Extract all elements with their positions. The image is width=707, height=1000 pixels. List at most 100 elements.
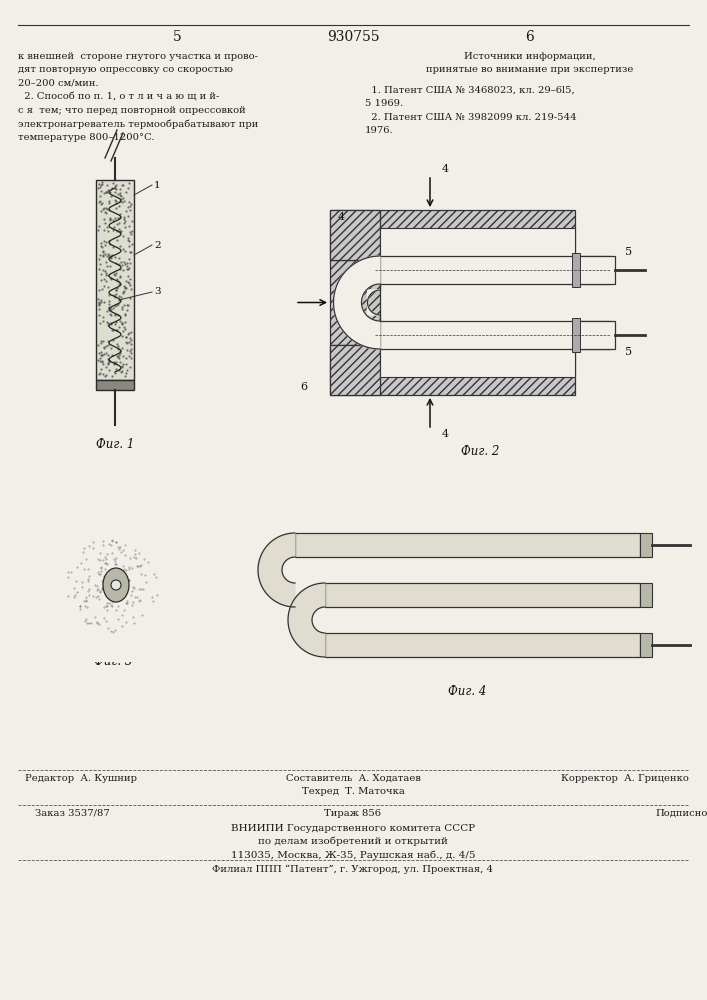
Point xyxy=(100,234,111,250)
Point xyxy=(122,261,133,277)
Text: 5: 5 xyxy=(173,30,182,44)
Point xyxy=(120,184,132,200)
Point xyxy=(114,313,125,329)
Point xyxy=(117,177,129,193)
Text: 1976.: 1976. xyxy=(365,126,394,135)
Bar xyxy=(640,583,652,607)
Point xyxy=(105,315,117,331)
Point xyxy=(93,291,104,307)
Point xyxy=(96,347,107,363)
Point xyxy=(101,219,112,235)
Point xyxy=(125,324,136,340)
Point xyxy=(99,204,110,220)
Point xyxy=(114,187,125,203)
Polygon shape xyxy=(258,533,295,607)
Point xyxy=(112,273,123,289)
Point xyxy=(95,203,107,219)
Point xyxy=(107,322,118,338)
Point xyxy=(109,307,120,323)
Point xyxy=(110,314,121,330)
Point xyxy=(116,358,127,374)
Point xyxy=(123,325,134,341)
Text: Фиг. 3: Фиг. 3 xyxy=(94,655,132,668)
Point xyxy=(123,348,134,364)
Point xyxy=(98,248,109,264)
Point xyxy=(103,287,115,303)
Point xyxy=(105,184,116,200)
Point xyxy=(114,268,125,284)
Point xyxy=(121,350,132,366)
Point xyxy=(113,186,124,202)
Point xyxy=(98,333,109,349)
Point xyxy=(98,340,110,356)
Point xyxy=(101,248,112,264)
Bar xyxy=(380,345,575,377)
Point xyxy=(110,177,122,193)
Point xyxy=(95,361,107,377)
Point xyxy=(108,287,119,303)
Point xyxy=(102,184,113,200)
Point xyxy=(119,219,130,235)
Point xyxy=(118,278,129,294)
Text: Фиг. 1: Фиг. 1 xyxy=(96,438,134,451)
Point xyxy=(95,292,107,308)
Point xyxy=(103,293,115,309)
Point xyxy=(117,359,128,375)
Point xyxy=(110,298,121,314)
Point xyxy=(113,250,124,266)
Point xyxy=(115,345,126,361)
Point xyxy=(103,347,114,363)
Point xyxy=(123,260,134,276)
Point xyxy=(113,256,124,272)
Point xyxy=(120,334,132,350)
Point xyxy=(99,200,110,216)
Point xyxy=(95,196,106,212)
Text: Подписное: Подписное xyxy=(655,809,707,818)
Text: 2. Способ по п. 1, о т л и ч а ю щ и й-: 2. Способ по п. 1, о т л и ч а ю щ и й- xyxy=(18,93,219,102)
Point xyxy=(119,368,131,384)
Bar xyxy=(330,210,575,260)
Text: Составитель  А. Ходатаев: Составитель А. Ходатаев xyxy=(286,774,421,783)
Point xyxy=(106,188,117,204)
Point xyxy=(122,255,133,271)
Point xyxy=(104,249,115,265)
Point xyxy=(107,222,118,238)
Bar xyxy=(575,256,615,284)
Point xyxy=(105,271,117,287)
Point xyxy=(105,301,116,317)
Point xyxy=(109,184,120,200)
Point xyxy=(126,345,137,361)
Point xyxy=(110,361,122,377)
Point xyxy=(121,280,132,296)
Point xyxy=(110,195,122,211)
Point xyxy=(98,294,110,310)
Point xyxy=(117,241,129,257)
Point xyxy=(95,235,107,251)
Point xyxy=(97,366,108,382)
Text: 1: 1 xyxy=(154,180,160,190)
Point xyxy=(102,267,113,283)
Point xyxy=(94,179,105,195)
Text: Корректор  А. Гриценко: Корректор А. Гриценко xyxy=(561,774,689,783)
Point xyxy=(111,255,122,271)
Point xyxy=(117,262,129,278)
Bar xyxy=(640,633,652,657)
Point xyxy=(103,296,115,312)
Point xyxy=(102,246,113,262)
Point xyxy=(124,175,135,191)
Point xyxy=(120,329,132,345)
Text: 5: 5 xyxy=(625,247,632,257)
Point xyxy=(112,341,124,357)
Point xyxy=(93,194,104,210)
Text: Заказ 3537/87: Заказ 3537/87 xyxy=(35,809,110,818)
Point xyxy=(112,296,124,312)
Point xyxy=(107,247,118,263)
Text: 1. Патент США № 3468023, кл. 29–6l5,: 1. Патент США № 3468023, кл. 29–6l5, xyxy=(365,86,575,95)
Point xyxy=(116,289,127,305)
Point xyxy=(104,211,115,227)
Point xyxy=(119,283,130,299)
Point xyxy=(119,193,130,209)
Point xyxy=(103,233,115,249)
Point xyxy=(125,336,136,352)
Point xyxy=(126,236,137,252)
